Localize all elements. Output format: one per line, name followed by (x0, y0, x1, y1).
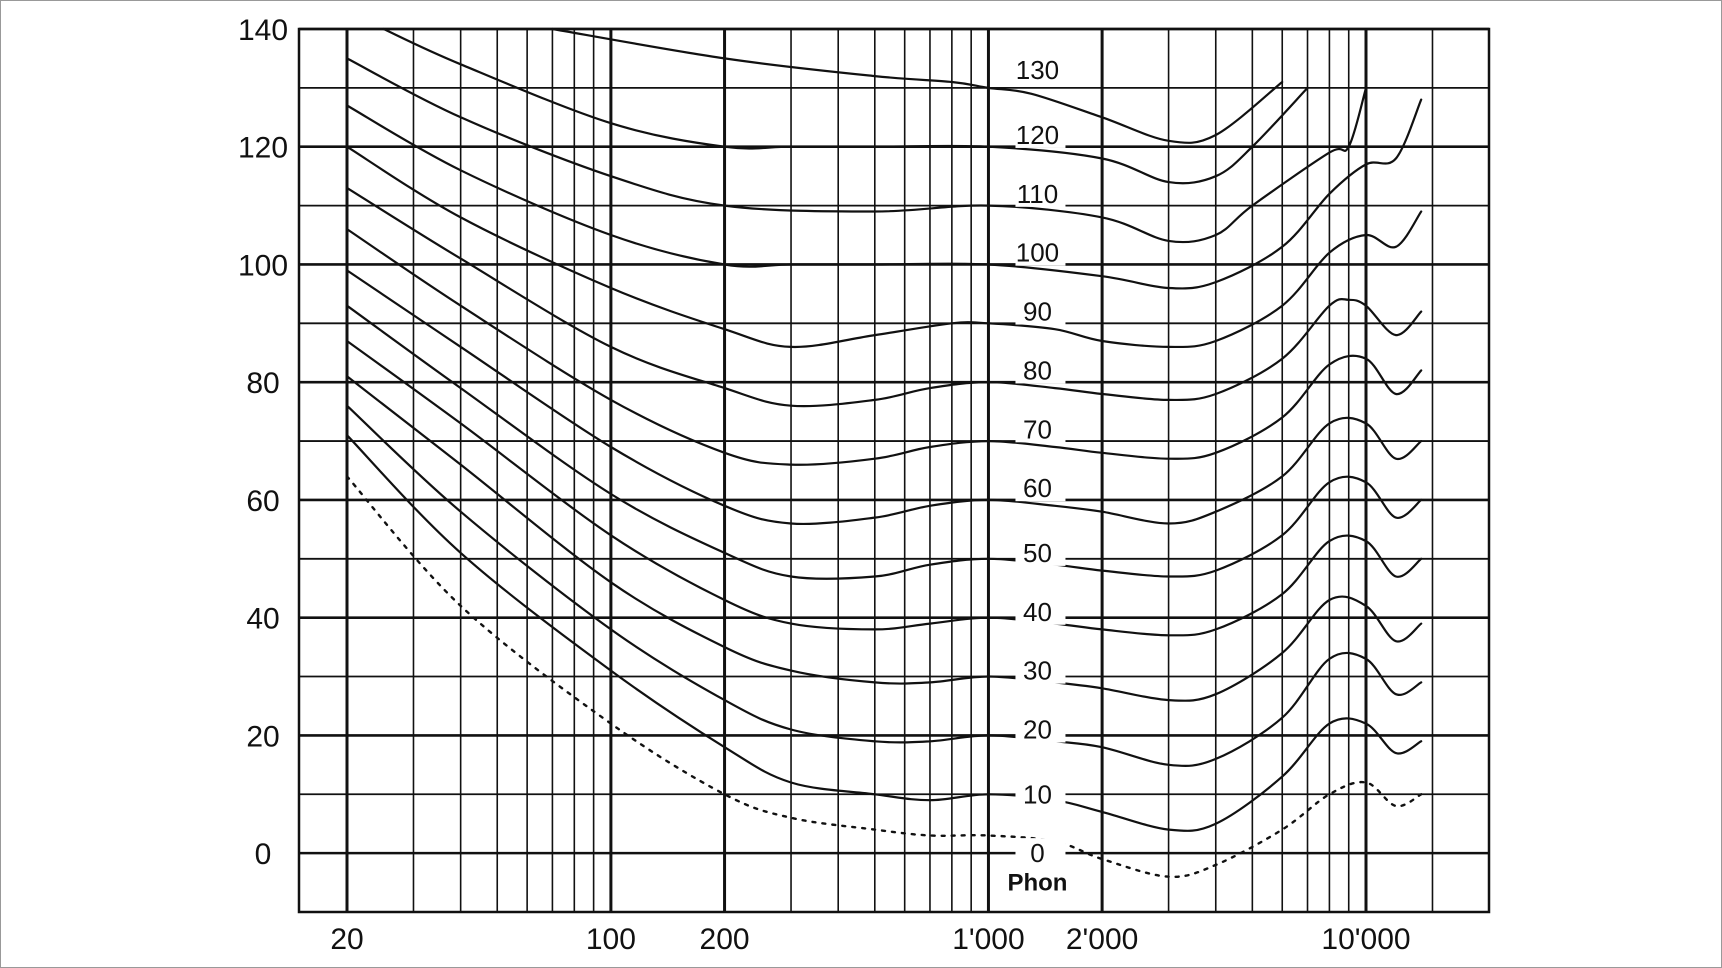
curve-70-phon (345, 228, 1423, 466)
curve-0-phon (345, 475, 1423, 879)
curve-20-phon (345, 404, 1423, 767)
curve-label-bg (1015, 414, 1066, 443)
curve-30-phon (345, 375, 1423, 702)
x-tick-label: 100 (586, 923, 636, 956)
curve-100-phon (345, 98, 1423, 290)
curve-130-phon (551, 27, 1284, 144)
curve-label-40: 40 (1023, 597, 1052, 627)
curve-label-110: 110 (1017, 179, 1058, 209)
curve-label-bg (1015, 178, 1066, 207)
curve-label-bg (1015, 838, 1066, 867)
curve-label-bg (1015, 596, 1066, 625)
curve-label-90: 90 (1023, 297, 1052, 327)
curve-label-60: 60 (1023, 473, 1052, 503)
curve-label-bg (1015, 714, 1066, 743)
curve-50-phon (345, 304, 1423, 580)
curve-label-130: 130 (1016, 55, 1059, 85)
unit-label: Phon (1007, 870, 1067, 897)
y-tick-label: 80 (246, 367, 279, 400)
curve-60-phon (345, 269, 1423, 525)
curve-110-phon (345, 57, 1368, 244)
y-tick-label: 100 (238, 249, 288, 282)
curve-label-20: 20 (1023, 715, 1052, 745)
curve-label-bg (1015, 779, 1066, 808)
y-tick-label: 140 (238, 14, 288, 47)
curve-label-bg (1015, 119, 1066, 148)
curve-10-phon (345, 434, 1423, 832)
curve-label-0: 0 (1030, 838, 1044, 868)
curve-label-bg (1015, 55, 1066, 84)
x-tick-label: 20 (330, 923, 363, 956)
y-tick-label: 60 (246, 485, 279, 518)
curve-label-bg (1015, 473, 1066, 502)
x-tick-label: 10'000 (1321, 923, 1410, 956)
curve-80-phon (345, 186, 1423, 408)
curve-label-50: 50 (1023, 538, 1052, 568)
curve-90-phon (345, 145, 1423, 349)
curve-label-30: 30 (1023, 656, 1052, 686)
y-tick-label: 40 (246, 603, 279, 636)
x-tick-label: 2'000 (1066, 923, 1138, 956)
curve-120-phon (382, 27, 1309, 185)
y-tick-label: 20 (246, 720, 279, 753)
curve-label-70: 70 (1023, 414, 1052, 444)
curve-label-bg (1015, 296, 1066, 325)
labels: 1301201101009080706050403020100020406080… (238, 14, 1411, 956)
y-tick-label: 0 (255, 838, 272, 871)
x-tick-label: 1'000 (952, 923, 1024, 956)
curve-label-100: 100 (1016, 238, 1059, 268)
curve-label-bg (1015, 355, 1066, 384)
curve-label-80: 80 (1023, 355, 1052, 385)
curve-label-10: 10 (1023, 779, 1052, 809)
curve-label-bg (1015, 537, 1066, 566)
y-tick-label: 120 (238, 132, 288, 165)
grid (297, 27, 1491, 914)
plot-border (297, 27, 1491, 914)
curves (345, 27, 1423, 879)
curve-label-bg (1015, 655, 1066, 684)
x-tick-label: 200 (700, 923, 750, 956)
curve-label-120: 120 (1016, 120, 1059, 150)
curve-40-phon (345, 339, 1423, 637)
curve-label-bg (1015, 237, 1066, 266)
